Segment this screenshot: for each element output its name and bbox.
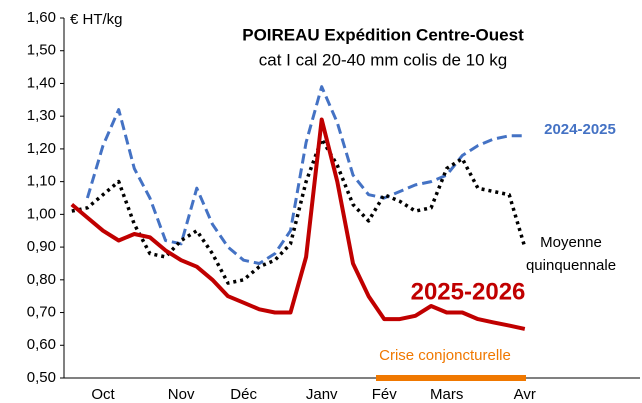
x-tick-label: Avr xyxy=(514,386,536,403)
series-line xyxy=(85,85,525,265)
y-tick-label: 1,10 xyxy=(27,173,56,190)
y-tick-label: 1,60 xyxy=(27,9,56,26)
series-label: 2025-2026 xyxy=(411,278,526,305)
x-tick-label: Nov xyxy=(168,386,195,403)
x-tick-label: Mars xyxy=(430,386,463,403)
chart-title: POIREAU Expédition Centre-Ouest xyxy=(242,25,524,44)
x-tick-label: Déc xyxy=(230,386,257,403)
series-label: 2024-2025 xyxy=(544,121,616,138)
y-tick-label: 1,00 xyxy=(27,205,56,222)
y-tick-label: 0,70 xyxy=(27,304,56,321)
series-label: Moyenne quinquennale xyxy=(525,234,617,274)
chart-subtitle: cat I cal 20-40 mm colis de 10 kg xyxy=(259,50,508,69)
y-tick-label: 0,60 xyxy=(27,336,56,353)
y-axis-label: € HT/kg xyxy=(70,11,123,28)
y-tick-label: 1,50 xyxy=(27,42,56,59)
series-line xyxy=(70,117,526,331)
annotation: Crise conjoncturelle xyxy=(379,347,511,364)
y-tick-label: 1,20 xyxy=(27,140,56,157)
x-tick-label: Oct xyxy=(91,386,115,403)
y-tick-label: 0,90 xyxy=(27,238,56,255)
series-line xyxy=(71,137,527,285)
y-tick-label: 1,30 xyxy=(27,107,56,124)
x-tick-label: Janv xyxy=(306,386,338,403)
y-tick-label: 0,80 xyxy=(27,271,56,288)
x-tick-label: Fév xyxy=(372,386,398,403)
y-tick-label: 0,50 xyxy=(27,369,56,386)
y-tick-label: 1,40 xyxy=(27,74,56,91)
